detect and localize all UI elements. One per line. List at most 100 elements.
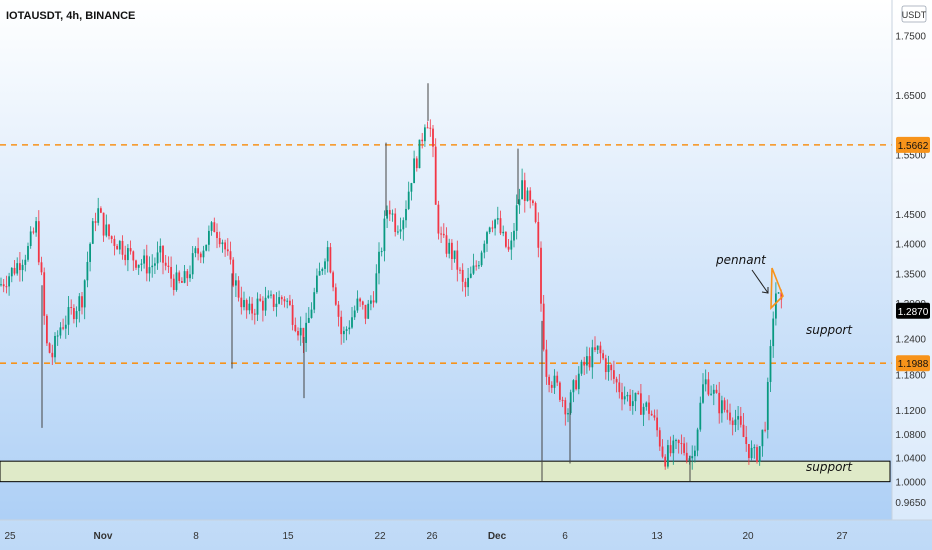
- candle-body: [275, 303, 278, 307]
- candle-body: [202, 250, 205, 258]
- candle-body: [469, 273, 472, 278]
- price-axis-panel[interactable]: [892, 0, 932, 520]
- candle-body: [712, 389, 715, 394]
- candle-body: [318, 271, 321, 276]
- candle-body: [583, 361, 586, 366]
- candle-body: [259, 298, 262, 301]
- candle-body: [270, 294, 272, 296]
- candle-body: [526, 190, 529, 201]
- symbol-header: IOTAUSDT, 4h, BINANCE: [6, 10, 135, 22]
- y-tick-label: 1.4500: [895, 210, 926, 221]
- y-tick-label: 1.2400: [895, 335, 926, 346]
- candle-body: [675, 440, 677, 442]
- candle-body: [337, 304, 340, 317]
- candle-body: [310, 309, 313, 318]
- candle-body: [642, 406, 645, 415]
- x-tick-label: 27: [836, 531, 848, 542]
- candle-body: [631, 401, 634, 407]
- candle-body: [19, 263, 21, 271]
- candle-body: [434, 146, 437, 205]
- x-tick-label: 13: [651, 531, 663, 542]
- candle-body: [191, 253, 194, 275]
- y-tick-label: 1.0400: [895, 454, 926, 465]
- candle-body: [35, 221, 37, 233]
- candle-body: [426, 127, 429, 129]
- candle-body: [148, 267, 151, 274]
- candle-body: [769, 346, 772, 382]
- candle-body: [491, 227, 494, 229]
- candle-body: [410, 183, 413, 192]
- x-ticks-group: 25 Nov 8 15 22 26 Dec 6 13 20 27: [4, 531, 848, 542]
- candle-body: [159, 245, 162, 253]
- candle-body: [102, 212, 105, 236]
- level-tag-bg-0: [896, 136, 930, 153]
- candle-body: [113, 238, 116, 246]
- candle-body: [213, 222, 216, 233]
- candle-body: [726, 409, 729, 413]
- candle-body: [229, 251, 232, 260]
- candle-body: [415, 158, 418, 169]
- candle-body: [2, 284, 5, 287]
- candle-body: [48, 343, 51, 353]
- candle-body: [164, 262, 167, 266]
- candle-body: [478, 265, 480, 267]
- candle-body: [118, 240, 121, 250]
- candle-body: [348, 327, 351, 330]
- candle-body: [483, 243, 486, 253]
- support-zone: [0, 460, 891, 483]
- candle-body: [545, 349, 548, 377]
- candle-body: [334, 287, 337, 305]
- candle-body: [607, 365, 610, 373]
- candle-body: [459, 269, 461, 271]
- candle-body: [67, 307, 70, 325]
- candle-body: [650, 413, 653, 416]
- candle-body: [27, 246, 29, 260]
- candle-body: [253, 313, 256, 315]
- candle-body: [742, 424, 745, 437]
- candle-body: [529, 190, 532, 201]
- candle-body: [70, 307, 73, 309]
- candle-body: [515, 205, 518, 231]
- candle-body: [572, 380, 575, 393]
- candle-body: [62, 327, 64, 329]
- candle-body: [421, 139, 424, 142]
- candle-body: [618, 382, 621, 393]
- candle-body: [170, 266, 172, 279]
- candle-body: [43, 272, 46, 316]
- currency-label-box[interactable]: [901, 5, 927, 23]
- candle-body: [208, 230, 210, 245]
- candle-body: [51, 352, 54, 358]
- candle-body: [135, 260, 137, 268]
- candle-body: [16, 263, 19, 274]
- candle-body: [132, 251, 135, 261]
- time-axis-panel[interactable]: [0, 520, 932, 550]
- candle-body: [429, 127, 432, 129]
- candle-body: [402, 220, 405, 230]
- candle-body: [10, 267, 13, 277]
- candle-body: [383, 218, 386, 252]
- y-tick-label: 1.0800: [895, 430, 926, 441]
- candle-body: [731, 420, 734, 426]
- candle-body: [97, 208, 100, 223]
- candle-body: [559, 382, 561, 400]
- candle-body: [21, 264, 24, 271]
- candle-body: [154, 263, 156, 266]
- y-tick-label: 1.5500: [895, 151, 926, 162]
- candle-body: [669, 445, 672, 454]
- candle-body: [758, 446, 761, 462]
- candle-body: [596, 345, 599, 350]
- candle-body: [94, 221, 97, 223]
- pennant-shape: [770, 267, 784, 310]
- x-tick-label: 22: [374, 531, 386, 542]
- candle-body: [580, 361, 583, 374]
- candle-body: [723, 400, 726, 410]
- candle-body: [116, 245, 118, 250]
- candle-body: [216, 232, 218, 239]
- candle-body: [316, 275, 318, 293]
- candle-body: [73, 308, 75, 320]
- candle-body: [361, 301, 364, 305]
- candle-body: [332, 272, 334, 288]
- candle-body: [105, 224, 108, 236]
- candle-body: [507, 246, 510, 250]
